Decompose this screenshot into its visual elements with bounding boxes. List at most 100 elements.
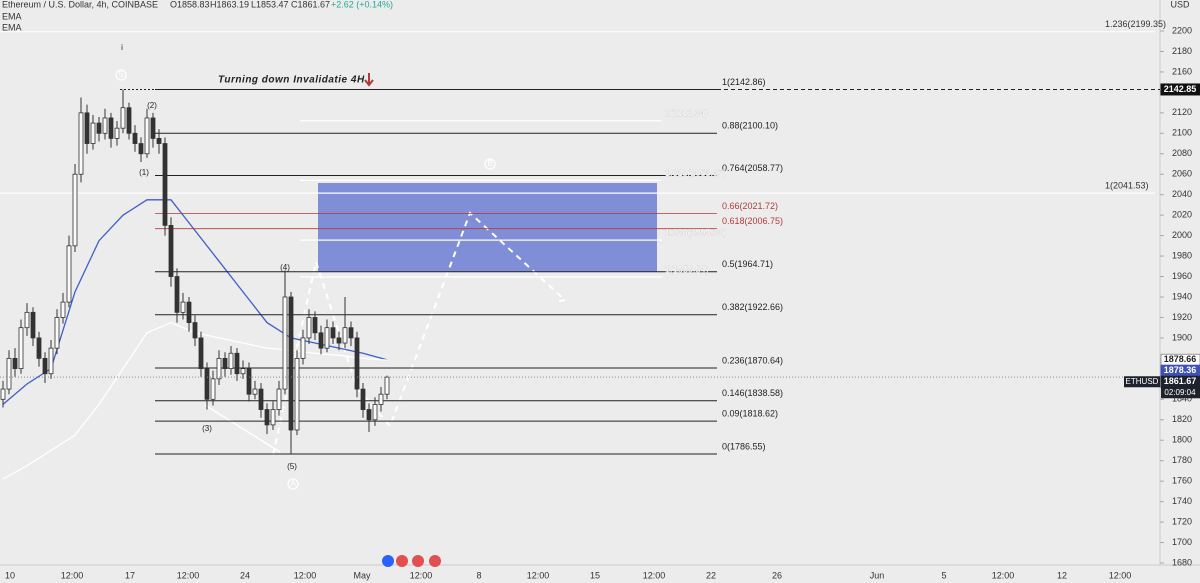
candle-body — [324, 327, 330, 349]
fib-label: 0.382(1922.66) — [722, 302, 783, 312]
time-tick-label: May — [353, 570, 371, 580]
candle-body — [0, 388, 6, 400]
price-tick-label: 1840 — [1172, 394, 1192, 404]
price-tick-label: 1760 — [1172, 476, 1192, 486]
candle-body — [192, 322, 198, 339]
time-tick-label: 12:00 — [1109, 570, 1132, 580]
candle-body — [348, 327, 354, 339]
target-zone — [318, 183, 657, 272]
price-tick-label: 1900 — [1172, 332, 1192, 342]
candle-body — [210, 378, 216, 400]
candle-body — [156, 138, 162, 144]
fib-projection-label: 1.236(1995.60) — [665, 227, 726, 237]
fib-extension-label: 1(2041.53) — [1105, 181, 1149, 191]
candle-body — [150, 117, 156, 139]
indicator-label: EMA — [2, 11, 22, 21]
price-tick-label: 2000 — [1172, 230, 1192, 240]
candle-body — [96, 122, 102, 134]
price-badge-label: 2142.85 — [1164, 84, 1197, 94]
candle-body — [138, 143, 144, 155]
time-tick-label: 12:00 — [527, 570, 550, 580]
ohlc-close: C1861.67 — [291, 0, 330, 9]
arrow-icon — [364, 73, 374, 87]
fib-label: 1(2142.86) — [722, 77, 766, 87]
candle-body — [282, 296, 288, 390]
price-tick-label: 1980 — [1172, 250, 1192, 260]
wave-circle — [115, 69, 127, 81]
symbol: Ethereum / U.S. Dollar, 4h, COINBASE — [2, 0, 158, 9]
candle-body — [366, 409, 372, 421]
candle-body — [108, 117, 114, 139]
price-tick-label: 1960 — [1172, 271, 1192, 281]
candle-body — [204, 368, 210, 400]
time-tick-label: 12:00 — [643, 570, 666, 580]
price-tick-label: 2200 — [1172, 25, 1192, 35]
ohlc-open: O1858.83 — [170, 0, 210, 9]
price-tick-label: 1780 — [1172, 455, 1192, 465]
time-tick-label: 12 — [1057, 570, 1067, 580]
price-tick-label: 1800 — [1172, 435, 1192, 445]
candle-body — [372, 404, 378, 421]
candle-body — [288, 296, 294, 431]
candle-body — [36, 337, 42, 359]
fib-label: 0.66(2021.72) — [722, 201, 778, 211]
candle-body — [54, 317, 60, 349]
candle-body — [48, 347, 54, 375]
price-tick-label: 2040 — [1172, 189, 1192, 199]
candle-body — [342, 327, 348, 344]
fib-label: 0(1786.55) — [722, 441, 766, 451]
ohlc-change: +2.62 (+0.14%) — [331, 0, 393, 9]
ohlc-high: H1863.19 — [210, 0, 249, 9]
price-tick-label: 1680 — [1172, 557, 1192, 567]
wave-label: (4) — [280, 263, 290, 272]
price-tick-label: 1740 — [1172, 496, 1192, 506]
candle-body — [12, 357, 18, 370]
candle-body — [66, 245, 72, 303]
wave-label: (5) — [287, 462, 297, 471]
indicator-label: EMA — [2, 22, 22, 32]
price-tick-label: 2020 — [1172, 210, 1192, 220]
candle-body — [60, 301, 66, 318]
price-tick-label: 1820 — [1172, 414, 1192, 424]
candle-body — [336, 337, 342, 344]
candle-body — [306, 317, 312, 339]
price-tick-label: 2120 — [1172, 107, 1192, 117]
candle-body — [132, 132, 138, 144]
plot: 1(2142.86) 0.88(2100.10) 0.764(2058.77) 0.6… — [0, 19, 1166, 490]
price-badge-label: 1878.66 — [1164, 354, 1197, 364]
candle-body — [360, 388, 366, 410]
countdown-label: 02:09:04 — [1164, 388, 1196, 397]
candle-body — [228, 352, 234, 370]
fib-extension-label: 1.236(2199.35) — [1105, 19, 1166, 29]
candle-body — [246, 368, 252, 395]
fib-label: 0.88(2100.10) — [722, 121, 778, 131]
candle-body — [84, 112, 90, 144]
wave-label: (1) — [139, 168, 149, 177]
candle-body — [198, 337, 204, 370]
candle-body — [18, 327, 24, 370]
fib-projection-label: 1(1959.54) — [665, 264, 709, 274]
time-tick-label: 24 — [240, 570, 250, 580]
wave-circle — [287, 478, 299, 490]
wave-label: (3) — [202, 424, 212, 433]
candle-body — [6, 357, 12, 390]
fib-label: 0.764(2058.77) — [722, 163, 783, 173]
price-tick-label: 2100 — [1172, 128, 1192, 138]
candle-body — [384, 376, 390, 395]
time-tick-label: 12:00 — [294, 570, 317, 580]
time-tick-label: 26 — [772, 570, 782, 580]
candle-body — [378, 393, 384, 405]
candle-body — [222, 357, 228, 370]
candle-body — [234, 352, 240, 375]
candle-body — [216, 357, 222, 380]
candle-body — [264, 409, 270, 426]
time-tick-label: 22 — [706, 570, 716, 580]
candle-body — [180, 301, 186, 313]
wave-label: A — [290, 479, 296, 488]
time-tick-label: 8 — [476, 570, 481, 580]
time-tick-label: 15 — [590, 570, 600, 580]
wave-label: i — [121, 43, 123, 52]
fib-label: 0.236(1870.64) — [722, 355, 783, 365]
candle-body — [30, 311, 36, 339]
